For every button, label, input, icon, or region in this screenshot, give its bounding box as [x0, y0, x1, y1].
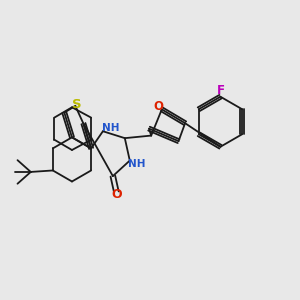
Text: NH: NH	[128, 158, 146, 169]
Text: S: S	[72, 98, 82, 111]
Text: O: O	[111, 188, 122, 201]
Text: O: O	[154, 100, 164, 113]
Text: F: F	[216, 84, 224, 97]
Text: NH: NH	[101, 123, 119, 133]
